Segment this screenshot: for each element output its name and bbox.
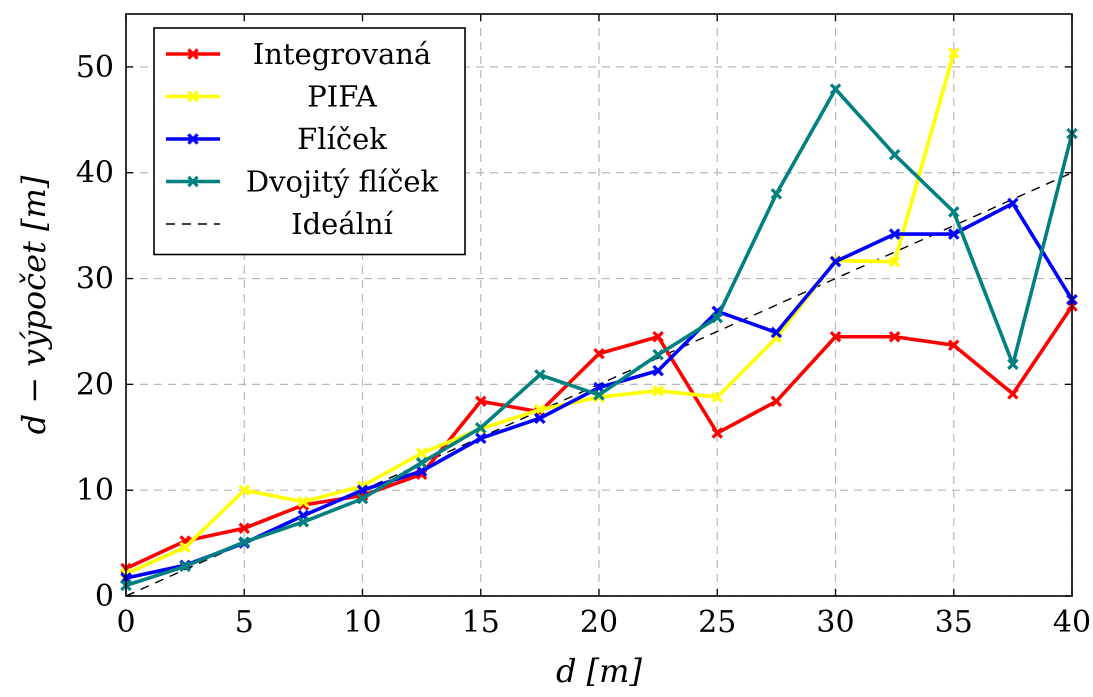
data-point-pifa — [415, 447, 428, 459]
legend-label: Ideální — [291, 207, 393, 241]
data-point-flicek — [475, 432, 487, 445]
data-point-dvojity-flicek — [356, 492, 369, 505]
x-tick-label: 10 — [343, 605, 381, 640]
data-point-integrovana — [1007, 388, 1019, 400]
data-point-dvojity-flicek — [179, 560, 191, 573]
data-point-integrovana — [652, 331, 664, 343]
x-tick-label: 15 — [462, 605, 500, 640]
data-point-pifa — [888, 255, 901, 268]
x-tick-label: 5 — [235, 605, 254, 640]
y-tick-label: 30 — [76, 262, 114, 297]
data-point-dvojity-flicek — [770, 188, 783, 200]
data-point-integrovana — [829, 331, 842, 343]
legend-label: Flíček — [297, 122, 387, 156]
data-point-pifa — [652, 384, 664, 397]
x-axis-label: d [m] — [556, 652, 642, 690]
data-point-pifa — [297, 496, 310, 508]
x-tick-label: 40 — [1053, 605, 1091, 640]
y-tick-label: 20 — [76, 367, 114, 402]
data-point-dvojity-flicek — [1007, 358, 1019, 370]
ticks: 0 5 10 15 20 25 30 35 40 0 10 20 30 40 50 — [76, 14, 1091, 640]
data-point-integrovana — [475, 395, 487, 408]
data-point-dvojity-flicek — [475, 422, 487, 434]
data-point-flicek — [948, 228, 960, 240]
legend-marker — [187, 133, 199, 145]
y-tick-label: 40 — [76, 156, 114, 191]
legend-label: Dvojitý flíček — [246, 165, 439, 199]
legend-entry: Dvojitý flíček — [166, 165, 439, 199]
data-point-flicek — [534, 412, 546, 424]
legend-label: Integrovaná — [253, 37, 431, 71]
legend-entry: Ideální — [166, 207, 394, 241]
legend-box — [153, 27, 466, 256]
x-tick-label: 25 — [698, 605, 736, 640]
data-point-flicek — [415, 465, 428, 477]
x-tick-label: 30 — [816, 605, 854, 640]
legend-entry: Integrovaná — [166, 37, 431, 71]
series-dvojity-flicek — [120, 83, 1078, 592]
data-point-dvojity-flicek — [593, 389, 605, 401]
data-point-flicek — [770, 326, 783, 339]
legend-marker — [187, 175, 199, 188]
data-point-pifa — [948, 47, 960, 59]
data-point-dvojity-flicek — [888, 149, 901, 161]
data-point-dvojity-flicek — [297, 516, 310, 528]
data-point-dvojity-flicek — [652, 349, 664, 361]
series-idealni — [125, 172, 1073, 597]
data-point-flicek — [888, 228, 901, 240]
legend-label: PIFA — [307, 80, 378, 114]
data-point-pifa — [534, 404, 546, 416]
data-point-integrovana — [770, 395, 783, 408]
data-point-flicek — [652, 364, 664, 377]
series-layer — [120, 47, 1078, 597]
legend-marker — [187, 48, 199, 60]
legend: Integrovaná PIFA Flíček Dvojitý flíček Ideál… — [153, 27, 466, 256]
data-point-integrovana — [238, 522, 250, 535]
legend-entry: PIFA — [166, 80, 378, 114]
y-tick-label: 10 — [76, 473, 114, 508]
y-tick-label: 0 — [95, 579, 114, 614]
x-tick-label: 35 — [935, 605, 973, 640]
data-point-dvojity-flicek — [711, 311, 723, 324]
data-point-flicek — [1007, 197, 1019, 210]
data-point-pifa — [238, 484, 250, 496]
data-point-pifa — [179, 541, 191, 554]
series-line-idealni — [125, 172, 1073, 597]
legend-marker — [187, 90, 199, 103]
data-point-integrovana — [711, 427, 723, 439]
data-point-flicek — [356, 484, 369, 496]
y-axis-label: d − výpočet [m] — [15, 175, 53, 434]
data-point-integrovana — [888, 331, 901, 343]
y-tick-label: 50 — [76, 50, 114, 85]
data-point-pifa — [711, 391, 723, 403]
x-tick-label: 0 — [116, 605, 135, 640]
data-point-integrovana — [593, 347, 605, 360]
data-point-integrovana — [948, 339, 960, 351]
data-point-dvojity-flicek — [534, 369, 546, 381]
data-point-dvojity-flicek — [948, 206, 960, 218]
data-point-dvojity-flicek — [829, 83, 842, 95]
x-tick-label: 20 — [580, 605, 618, 640]
data-point-dvojity-flicek — [415, 456, 428, 469]
legend-entry: Flíček — [166, 122, 387, 156]
data-point-dvojity-flicek — [238, 536, 250, 548]
data-point-flicek — [829, 255, 842, 268]
